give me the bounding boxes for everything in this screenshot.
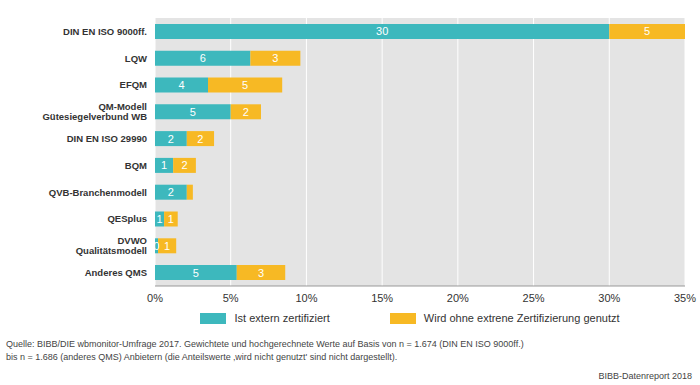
svg-text:2: 2 bbox=[243, 106, 249, 118]
svg-text:15%: 15% bbox=[371, 292, 393, 304]
svg-text:35%: 35% bbox=[674, 292, 692, 304]
svg-text:2: 2 bbox=[197, 133, 203, 145]
svg-text:0: 0 bbox=[153, 240, 159, 252]
svg-text:4: 4 bbox=[178, 79, 184, 91]
svg-text:DIN EN ISO 29990: DIN EN ISO 29990 bbox=[67, 133, 147, 144]
svg-text:DVWOQualitätsmodell: DVWOQualitätsmodell bbox=[76, 235, 147, 256]
svg-text:QESplus: QESplus bbox=[107, 213, 147, 224]
svg-text:1: 1 bbox=[168, 213, 174, 225]
svg-text:3: 3 bbox=[258, 267, 264, 279]
svg-text:5: 5 bbox=[644, 25, 650, 37]
svg-text:1: 1 bbox=[156, 213, 162, 225]
svg-text:LQW: LQW bbox=[125, 53, 147, 64]
svg-text:QVB-Branchenmodell: QVB-Branchenmodell bbox=[49, 187, 147, 198]
html-text:Wird ohne extrene Zertifizieru: Wird ohne extrene Zertifizierung genutzt bbox=[423, 312, 620, 324]
svg-text:10%: 10% bbox=[295, 292, 317, 304]
svg-text:6: 6 bbox=[200, 52, 206, 64]
svg-text:1: 1 bbox=[161, 159, 167, 171]
svg-text:30: 30 bbox=[376, 25, 388, 37]
svg-text:EFQM: EFQM bbox=[120, 79, 148, 90]
html-text:Ist extern zertifiziert: Ist extern zertifiziert bbox=[234, 312, 330, 324]
html-text:BIBB-Datenreport 2018: BIBB-Datenreport 2018 bbox=[598, 371, 692, 381]
svg-text:QM-ModellGütesiegelverbund WB: QM-ModellGütesiegelverbund WB bbox=[42, 101, 147, 122]
svg-text:2: 2 bbox=[168, 186, 174, 198]
html-text:bis n = 1.686 (anderes QMS) An: bis n = 1.686 (anderes QMS) Anbietern (d… bbox=[6, 352, 398, 362]
svg-text:Anderes QMS: Anderes QMS bbox=[85, 267, 147, 278]
svg-text:30%: 30% bbox=[598, 292, 620, 304]
svg-text:20%: 20% bbox=[447, 292, 469, 304]
svg-text:2: 2 bbox=[181, 159, 187, 171]
svg-text:3: 3 bbox=[272, 52, 278, 64]
svg-text:5%: 5% bbox=[223, 292, 239, 304]
svg-text:25%: 25% bbox=[523, 292, 545, 304]
svg-text:BQM: BQM bbox=[125, 160, 147, 171]
svg-text:5: 5 bbox=[193, 267, 199, 279]
svg-text:DIN EN ISO 9000ff.: DIN EN ISO 9000ff. bbox=[63, 26, 147, 37]
html-text:Quelle: BIBB/DIE wbmonitor-Umf: Quelle: BIBB/DIE wbmonitor-Umfrage 2017.… bbox=[6, 339, 524, 349]
svg-text:2: 2 bbox=[168, 133, 174, 145]
svg-text:5: 5 bbox=[242, 79, 248, 91]
svg-text:0%: 0% bbox=[147, 292, 163, 304]
svg-text:5: 5 bbox=[190, 106, 196, 118]
svg-text:1: 1 bbox=[164, 240, 170, 252]
